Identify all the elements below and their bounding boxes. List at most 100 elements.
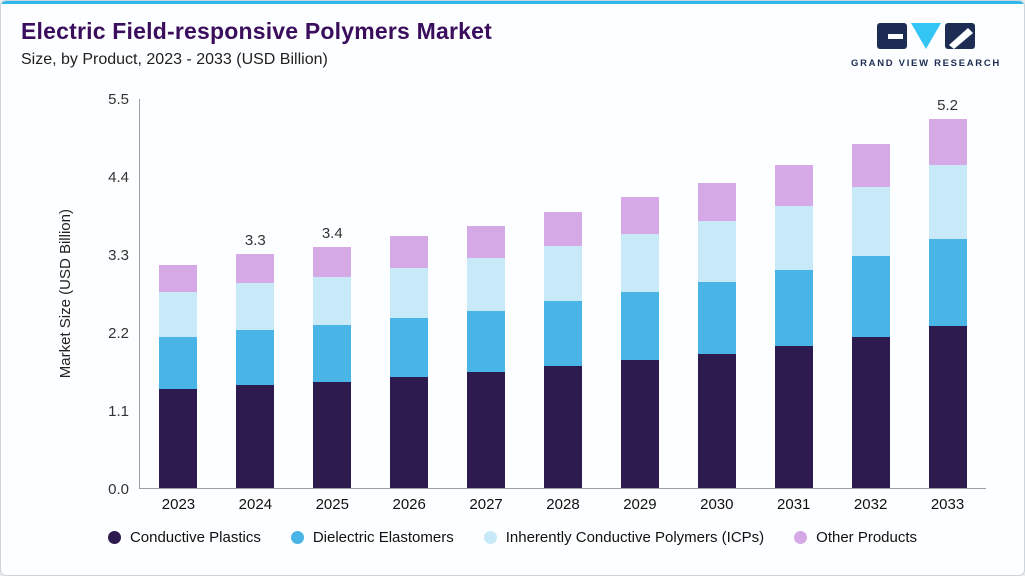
legend-item: Inherently Conductive Polymers (ICPs) bbox=[483, 529, 765, 546]
bar-segment-conductive-plastics bbox=[543, 366, 582, 488]
bar-segment-conductive-plastics bbox=[159, 389, 198, 488]
y-tick-label: 2.2 bbox=[108, 325, 129, 342]
bar-value-label: 5.2 bbox=[937, 97, 958, 115]
bar-segment-dielectric-elastomers bbox=[928, 239, 967, 326]
bar-segment-inherently-conductive-polymers-icps- bbox=[774, 205, 813, 271]
x-tick-label: 2026 bbox=[392, 496, 426, 513]
x-tick-label: 2024 bbox=[238, 496, 273, 513]
legend-swatch-icon bbox=[483, 531, 497, 544]
legend-item: Conductive Plastics bbox=[107, 529, 261, 546]
x-tick-label: 2032 bbox=[853, 496, 888, 513]
legend-label: Inherently Conductive Polymers (ICPs) bbox=[505, 529, 765, 546]
x-tick-label: 2025 bbox=[315, 496, 349, 513]
chart-area: Market Size (USD Billion) 0.0 1.1 2.2 3.3 4.… bbox=[1, 91, 1024, 498]
bar-segment-other-products bbox=[928, 119, 967, 166]
header: Electric Field-responsive Polymers Marke… bbox=[1, 4, 1024, 69]
bar-segment-dielectric-elastomers bbox=[159, 336, 198, 390]
bar-segment-inherently-conductive-polymers-icps- bbox=[313, 276, 352, 325]
legend-label: Other Products bbox=[816, 529, 918, 546]
bar-stack bbox=[620, 197, 659, 488]
bar-segment-conductive-plastics bbox=[467, 372, 506, 488]
bar-segment-other-products bbox=[313, 246, 352, 277]
bar-segment-inherently-conductive-polymers-icps- bbox=[467, 258, 506, 311]
bar-segment-conductive-plastics bbox=[236, 385, 275, 488]
bar-segment-dielectric-elastomers bbox=[620, 291, 659, 361]
y-axis-ticks: 0.0 1.1 2.2 3.3 4.4 5.5 bbox=[83, 91, 139, 498]
legend-item: Other Products bbox=[794, 529, 917, 546]
bar-stack bbox=[159, 264, 198, 488]
bar-segment-other-products bbox=[851, 144, 890, 188]
bar-stack bbox=[851, 144, 890, 488]
x-tick-label: 2031 bbox=[777, 496, 811, 513]
bar-stack bbox=[467, 225, 506, 488]
bar-column-2030 bbox=[678, 99, 755, 488]
bar-stack bbox=[928, 119, 967, 488]
bar-segment-other-products bbox=[236, 254, 275, 284]
x-tick-label: 2028 bbox=[546, 496, 580, 513]
bar-segment-conductive-plastics bbox=[851, 337, 890, 488]
bar-segment-other-products bbox=[159, 264, 198, 293]
bar-segment-inherently-conductive-polymers-icps- bbox=[390, 267, 429, 318]
plot-area: 3.3 3.4 5.2 bbox=[139, 97, 986, 489]
legend-swatch-icon bbox=[794, 531, 808, 544]
bar-column-2025: 3.4 bbox=[294, 99, 371, 488]
y-tick-label: 3.3 bbox=[108, 247, 129, 264]
bar-segment-inherently-conductive-polymers-icps- bbox=[620, 233, 659, 292]
bar-stack bbox=[236, 254, 275, 488]
bar-segment-dielectric-elastomers bbox=[543, 300, 582, 366]
bar-column-2027 bbox=[448, 99, 525, 488]
bar-segment-inherently-conductive-polymers-icps- bbox=[928, 165, 967, 240]
bar-column-2028 bbox=[525, 99, 602, 488]
bar-segment-dielectric-elastomers bbox=[851, 256, 890, 337]
y-axis-title: Market Size (USD Billion) bbox=[56, 209, 74, 379]
bar-segment-inherently-conductive-polymers-icps- bbox=[159, 292, 198, 337]
bar-stack bbox=[697, 183, 736, 488]
y-tick-label: 5.5 bbox=[108, 91, 129, 108]
bar-segment-inherently-conductive-polymers-icps- bbox=[851, 187, 890, 257]
bar-segment-conductive-plastics bbox=[928, 325, 967, 488]
legend-item: Dielectric Elastomers bbox=[290, 529, 454, 546]
x-tick-label: 2033 bbox=[930, 496, 965, 513]
x-tick-label: 2029 bbox=[623, 496, 657, 513]
page-title: Electric Field-responsive Polymers Marke… bbox=[21, 18, 492, 44]
bar-stack bbox=[390, 236, 429, 488]
y-tick-label: 4.4 bbox=[108, 169, 129, 186]
logo-mark-icon bbox=[877, 23, 975, 49]
bar-segment-inherently-conductive-polymers-icps- bbox=[543, 245, 582, 301]
legend: Conductive Plastics Dielectric Elastomers… bbox=[1, 529, 1024, 546]
logo-wordmark: GRAND VIEW RESEARCH bbox=[850, 58, 1001, 69]
bar-value-label: 3.4 bbox=[321, 224, 343, 242]
bar-segment-conductive-plastics bbox=[390, 377, 429, 488]
top-accent-line bbox=[1, 1, 1024, 4]
x-axis-labels: 2023 2024 2025 2026 2027 2028 2029 2030 2031 2032… bbox=[140, 489, 986, 513]
bar-column-2024: 3.3 bbox=[217, 99, 294, 488]
bar-segment-dielectric-elastomers bbox=[236, 329, 275, 386]
bar-column-2029 bbox=[601, 99, 678, 488]
y-axis-title-container: Market Size (USD Billion) bbox=[47, 99, 83, 489]
bar-segment-other-products bbox=[467, 225, 506, 259]
bar-segment-dielectric-elastomers bbox=[697, 282, 736, 354]
bar-segment-inherently-conductive-polymers-icps- bbox=[236, 283, 275, 330]
bar-stack bbox=[774, 165, 813, 488]
legend-swatch-icon bbox=[107, 531, 121, 544]
bar-stack bbox=[543, 211, 582, 488]
bar-value-label: 3.3 bbox=[244, 232, 266, 250]
bar-column-2026 bbox=[371, 99, 448, 488]
bar-column-2023 bbox=[140, 99, 217, 488]
bar-segment-conductive-plastics bbox=[774, 346, 813, 488]
bar-segment-dielectric-elastomers bbox=[467, 310, 506, 373]
bar-column-2031 bbox=[755, 99, 832, 488]
bar-segment-other-products bbox=[390, 236, 429, 268]
bar-segment-other-products bbox=[620, 197, 659, 234]
bar-segment-dielectric-elastomers bbox=[313, 324, 352, 382]
bar-segment-inherently-conductive-polymers-icps- bbox=[697, 221, 736, 283]
legend-label: Conductive Plastics bbox=[129, 529, 261, 546]
bar-segment-dielectric-elastomers bbox=[774, 270, 813, 347]
bar-column-2033: 5.2 bbox=[909, 97, 986, 488]
bar-segment-other-products bbox=[697, 183, 736, 222]
bar-segment-other-products bbox=[543, 211, 582, 246]
legend-swatch-icon bbox=[290, 531, 304, 544]
y-tick-label: 1.1 bbox=[108, 403, 129, 420]
bar-column-2032 bbox=[832, 99, 909, 488]
